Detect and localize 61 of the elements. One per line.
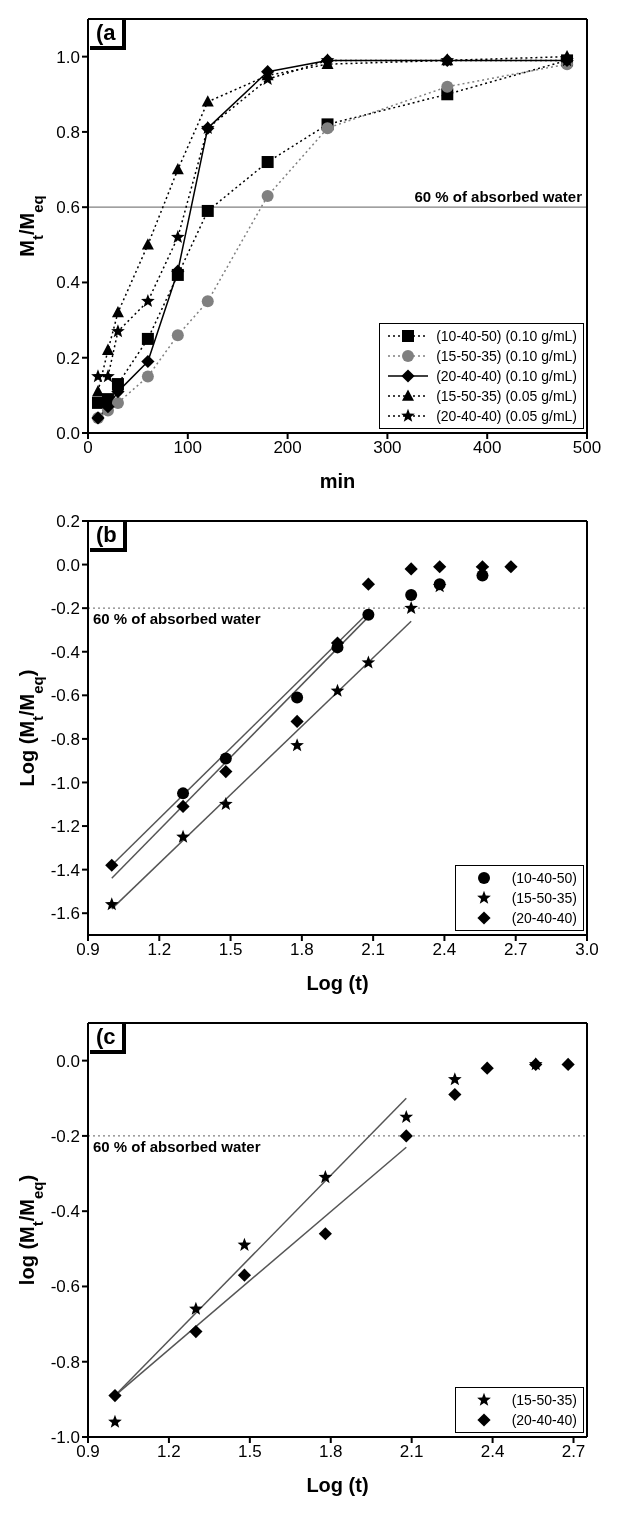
y-tick-label: -0.6 <box>50 1277 80 1297</box>
y-tick-label: 0.6 <box>56 198 80 218</box>
legend-label: (10-40-50) <box>511 869 577 888</box>
legend-label: (15-50-35) (0.05 g/mL) <box>436 387 577 406</box>
x-tick-label: 1.2 <box>147 940 172 960</box>
y-tick-label: -1.2 <box>50 817 80 837</box>
y-tick-label: 0.0 <box>56 555 80 575</box>
chart-title: (b <box>90 522 127 552</box>
x-tick-label: 400 <box>473 438 502 458</box>
y-tick-label: 0.0 <box>56 1051 80 1071</box>
x-tick-label: 0.9 <box>76 940 100 960</box>
x-tick-label: 500 <box>572 438 602 458</box>
x-axis-title: min <box>319 470 356 492</box>
y-tick-label: -0.4 <box>50 1202 80 1222</box>
legend-label: (20-40-40) <box>511 909 577 928</box>
y-tick-label: 0.2 <box>56 512 80 532</box>
x-tick-label: 2.1 <box>361 940 385 960</box>
y-tick-label: 0.4 <box>56 273 80 293</box>
ref-line-label: 60 % of absorbed water <box>93 1137 261 1155</box>
legend-label: (10-40-50) (0.10 g/mL) <box>436 327 577 346</box>
x-tick-label: 1.8 <box>318 1442 343 1462</box>
y-tick-label: -0.4 <box>50 642 80 662</box>
legend-label: (15-50-35) <box>511 889 577 908</box>
y-tick-label: -0.6 <box>50 686 80 706</box>
x-tick-label: 300 <box>373 438 402 458</box>
y-tick-label: -1.0 <box>50 773 80 793</box>
y-tick-label: -0.2 <box>50 599 80 619</box>
y-tick-label: 0.8 <box>56 122 80 142</box>
legend-label: (15-50-35) (0.10 g/mL) <box>436 347 577 366</box>
y-tick-label: -1.6 <box>50 904 80 924</box>
chart-title: (a <box>90 20 126 50</box>
x-axis-title: Log (t) <box>306 972 369 994</box>
ref-line-label: 60 % of absorbed water <box>414 188 583 206</box>
x-tick-label: 1.8 <box>290 940 314 960</box>
x-axis-title: Log (t) <box>306 1474 369 1496</box>
legend-label: (20-40-40) <box>511 1411 577 1430</box>
x-tick-label: 2.4 <box>432 940 457 960</box>
y-tick-label: -0.2 <box>50 1126 80 1146</box>
ref-line-label: 60 % of absorbed water <box>93 609 261 627</box>
y-tick-label: -0.8 <box>50 729 80 749</box>
y-tick-label: 0.2 <box>56 348 80 368</box>
x-tick-label: 2.7 <box>503 940 528 960</box>
x-tick-label: 1.5 <box>238 1442 262 1462</box>
x-tick-label: 1.2 <box>157 1442 181 1462</box>
y-tick-label: 0.0 <box>56 424 80 444</box>
x-tick-label: 0.9 <box>76 1442 100 1462</box>
y-tick-label: -1.4 <box>50 860 80 880</box>
x-tick-label: 0 <box>83 438 93 458</box>
legend-label: (15-50-35) <box>511 1391 577 1410</box>
x-tick-label: 2.4 <box>480 1442 505 1462</box>
x-tick-label: 3.0 <box>575 940 599 960</box>
y-tick-label: 1.0 <box>56 47 80 67</box>
x-tick-label: 1.5 <box>218 940 243 960</box>
x-tick-label: 200 <box>273 438 302 458</box>
x-tick-label: 2.1 <box>399 1442 424 1462</box>
chart-title: (c <box>90 1024 126 1054</box>
x-tick-label: 100 <box>173 438 202 458</box>
x-tick-label: 2.7 <box>561 1442 586 1462</box>
y-tick-label: -0.8 <box>50 1352 80 1372</box>
legend-label: (20-40-40) (0.10 g/mL) <box>436 367 577 386</box>
legend-label: (20-40-40) (0.05 g/mL) <box>436 407 577 426</box>
